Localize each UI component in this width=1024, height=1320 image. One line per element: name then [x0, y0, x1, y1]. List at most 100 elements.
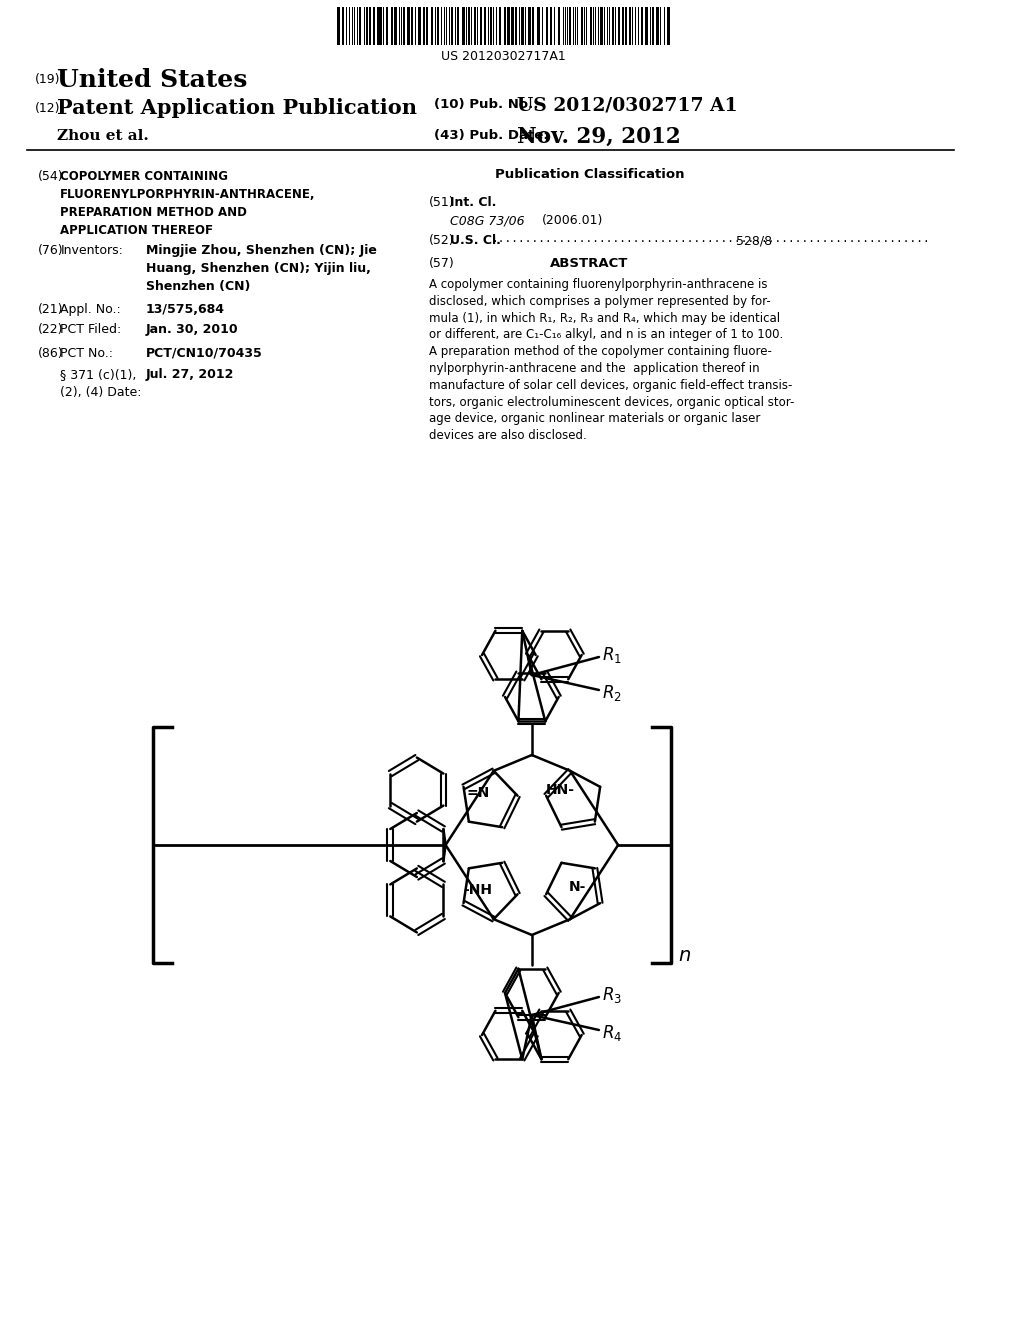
Bar — [651, 7, 653, 45]
Text: (43) Pub. Date:: (43) Pub. Date: — [434, 129, 549, 143]
Bar — [470, 7, 472, 45]
Bar — [380, 7, 382, 45]
Text: $R_2$: $R_2$ — [602, 682, 622, 704]
Text: Inventors:: Inventors: — [60, 244, 123, 257]
Text: (76): (76) — [38, 244, 63, 257]
Text: 528/8: 528/8 — [736, 234, 772, 247]
Bar — [656, 7, 659, 45]
Text: (12): (12) — [35, 102, 60, 115]
Text: C08G 73/06: C08G 73/06 — [451, 214, 525, 227]
Text: -NH: -NH — [463, 883, 492, 898]
Bar — [504, 7, 506, 45]
Text: (2006.01): (2006.01) — [542, 214, 603, 227]
Bar — [581, 7, 583, 45]
Bar — [550, 7, 552, 45]
Bar — [645, 7, 648, 45]
Bar — [400, 7, 402, 45]
Bar — [403, 7, 406, 45]
Bar — [418, 7, 421, 45]
Text: =N: =N — [467, 785, 489, 800]
Bar — [507, 7, 510, 45]
Bar — [612, 7, 614, 45]
Text: $R_1$: $R_1$ — [602, 645, 622, 665]
Bar — [394, 7, 396, 45]
Bar — [359, 7, 361, 45]
Text: Jul. 27, 2012: Jul. 27, 2012 — [145, 368, 234, 381]
Bar — [622, 7, 624, 45]
Text: Patent Application Publication: Patent Application Publication — [57, 98, 418, 117]
Bar — [618, 7, 620, 45]
Bar — [531, 7, 534, 45]
Bar — [423, 7, 425, 45]
Bar — [629, 7, 631, 45]
Bar — [484, 7, 485, 45]
Text: Jan. 30, 2010: Jan. 30, 2010 — [145, 323, 239, 337]
Bar — [641, 7, 643, 45]
Bar — [457, 7, 459, 45]
Text: COPOLYMER CONTAINING
FLUORENYLPORPHYRIN-ANTHRACENE,
PREPARATION METHOD AND
APPLI: COPOLYMER CONTAINING FLUORENYLPORPHYRIN-… — [60, 170, 315, 238]
Text: Appl. No.:: Appl. No.: — [60, 304, 121, 315]
Bar — [600, 7, 603, 45]
Bar — [408, 7, 411, 45]
Bar — [474, 7, 476, 45]
Bar — [608, 7, 610, 45]
Bar — [489, 7, 492, 45]
Bar — [537, 7, 540, 45]
Bar — [500, 7, 501, 45]
Text: Zhou et al.: Zhou et al. — [57, 129, 150, 143]
Text: US 20120302717A1: US 20120302717A1 — [440, 50, 565, 63]
Bar — [569, 7, 571, 45]
Text: $R_3$: $R_3$ — [602, 985, 622, 1005]
Bar — [462, 7, 465, 45]
Bar — [386, 7, 388, 45]
Text: (22): (22) — [38, 323, 63, 337]
Bar — [546, 7, 548, 45]
Bar — [426, 7, 428, 45]
Text: § 371 (c)(1),
(2), (4) Date:: § 371 (c)(1), (2), (4) Date: — [60, 368, 142, 399]
Text: (52): (52) — [429, 234, 455, 247]
Text: Nov. 29, 2012: Nov. 29, 2012 — [517, 125, 681, 148]
Text: PCT/CN10/70435: PCT/CN10/70435 — [145, 347, 262, 360]
Text: ABSTRACT: ABSTRACT — [550, 257, 629, 271]
Bar — [391, 7, 393, 45]
Text: .................................................................: ........................................… — [492, 234, 931, 244]
Bar — [411, 7, 413, 45]
Text: n: n — [679, 946, 691, 965]
Text: N-: N- — [568, 880, 586, 894]
Bar — [342, 7, 344, 45]
Text: Mingjie Zhou, Shenzhen (CN); Jie
Huang, Shenzhen (CN); Yijin liu,
Shenzhen (CN): Mingjie Zhou, Shenzhen (CN); Jie Huang, … — [145, 244, 377, 293]
Text: Publication Classification: Publication Classification — [495, 168, 684, 181]
Text: U.S. Cl.: U.S. Cl. — [451, 234, 502, 247]
Text: (57): (57) — [429, 257, 455, 271]
Bar — [562, 7, 564, 45]
Bar — [480, 7, 482, 45]
Bar — [452, 7, 454, 45]
Text: (54): (54) — [38, 170, 63, 183]
Bar — [515, 7, 517, 45]
Bar — [373, 7, 375, 45]
Text: 13/575,684: 13/575,684 — [145, 304, 224, 315]
Text: United States: United States — [57, 69, 248, 92]
Text: A copolymer containing fluorenylporphyrin-anthracene is
disclosed, which compris: A copolymer containing fluorenylporphyri… — [429, 279, 795, 442]
Text: (86): (86) — [38, 347, 63, 360]
Bar — [431, 7, 433, 45]
Bar — [337, 7, 340, 45]
Bar — [493, 7, 495, 45]
Bar — [521, 7, 524, 45]
Text: (19): (19) — [35, 73, 60, 86]
Bar — [528, 7, 530, 45]
Text: HN-: HN- — [546, 783, 575, 797]
Text: PCT No.:: PCT No.: — [60, 347, 114, 360]
Bar — [625, 7, 627, 45]
Bar — [369, 7, 371, 45]
Text: PCT Filed:: PCT Filed: — [60, 323, 122, 337]
Text: (10) Pub. No.:: (10) Pub. No.: — [434, 98, 539, 111]
Text: (51): (51) — [429, 195, 455, 209]
Text: (21): (21) — [38, 304, 63, 315]
Text: Int. Cl.: Int. Cl. — [451, 195, 497, 209]
Bar — [667, 7, 670, 45]
Bar — [511, 7, 514, 45]
Text: US 2012/0302717 A1: US 2012/0302717 A1 — [517, 96, 738, 114]
Bar — [558, 7, 560, 45]
Bar — [366, 7, 368, 45]
